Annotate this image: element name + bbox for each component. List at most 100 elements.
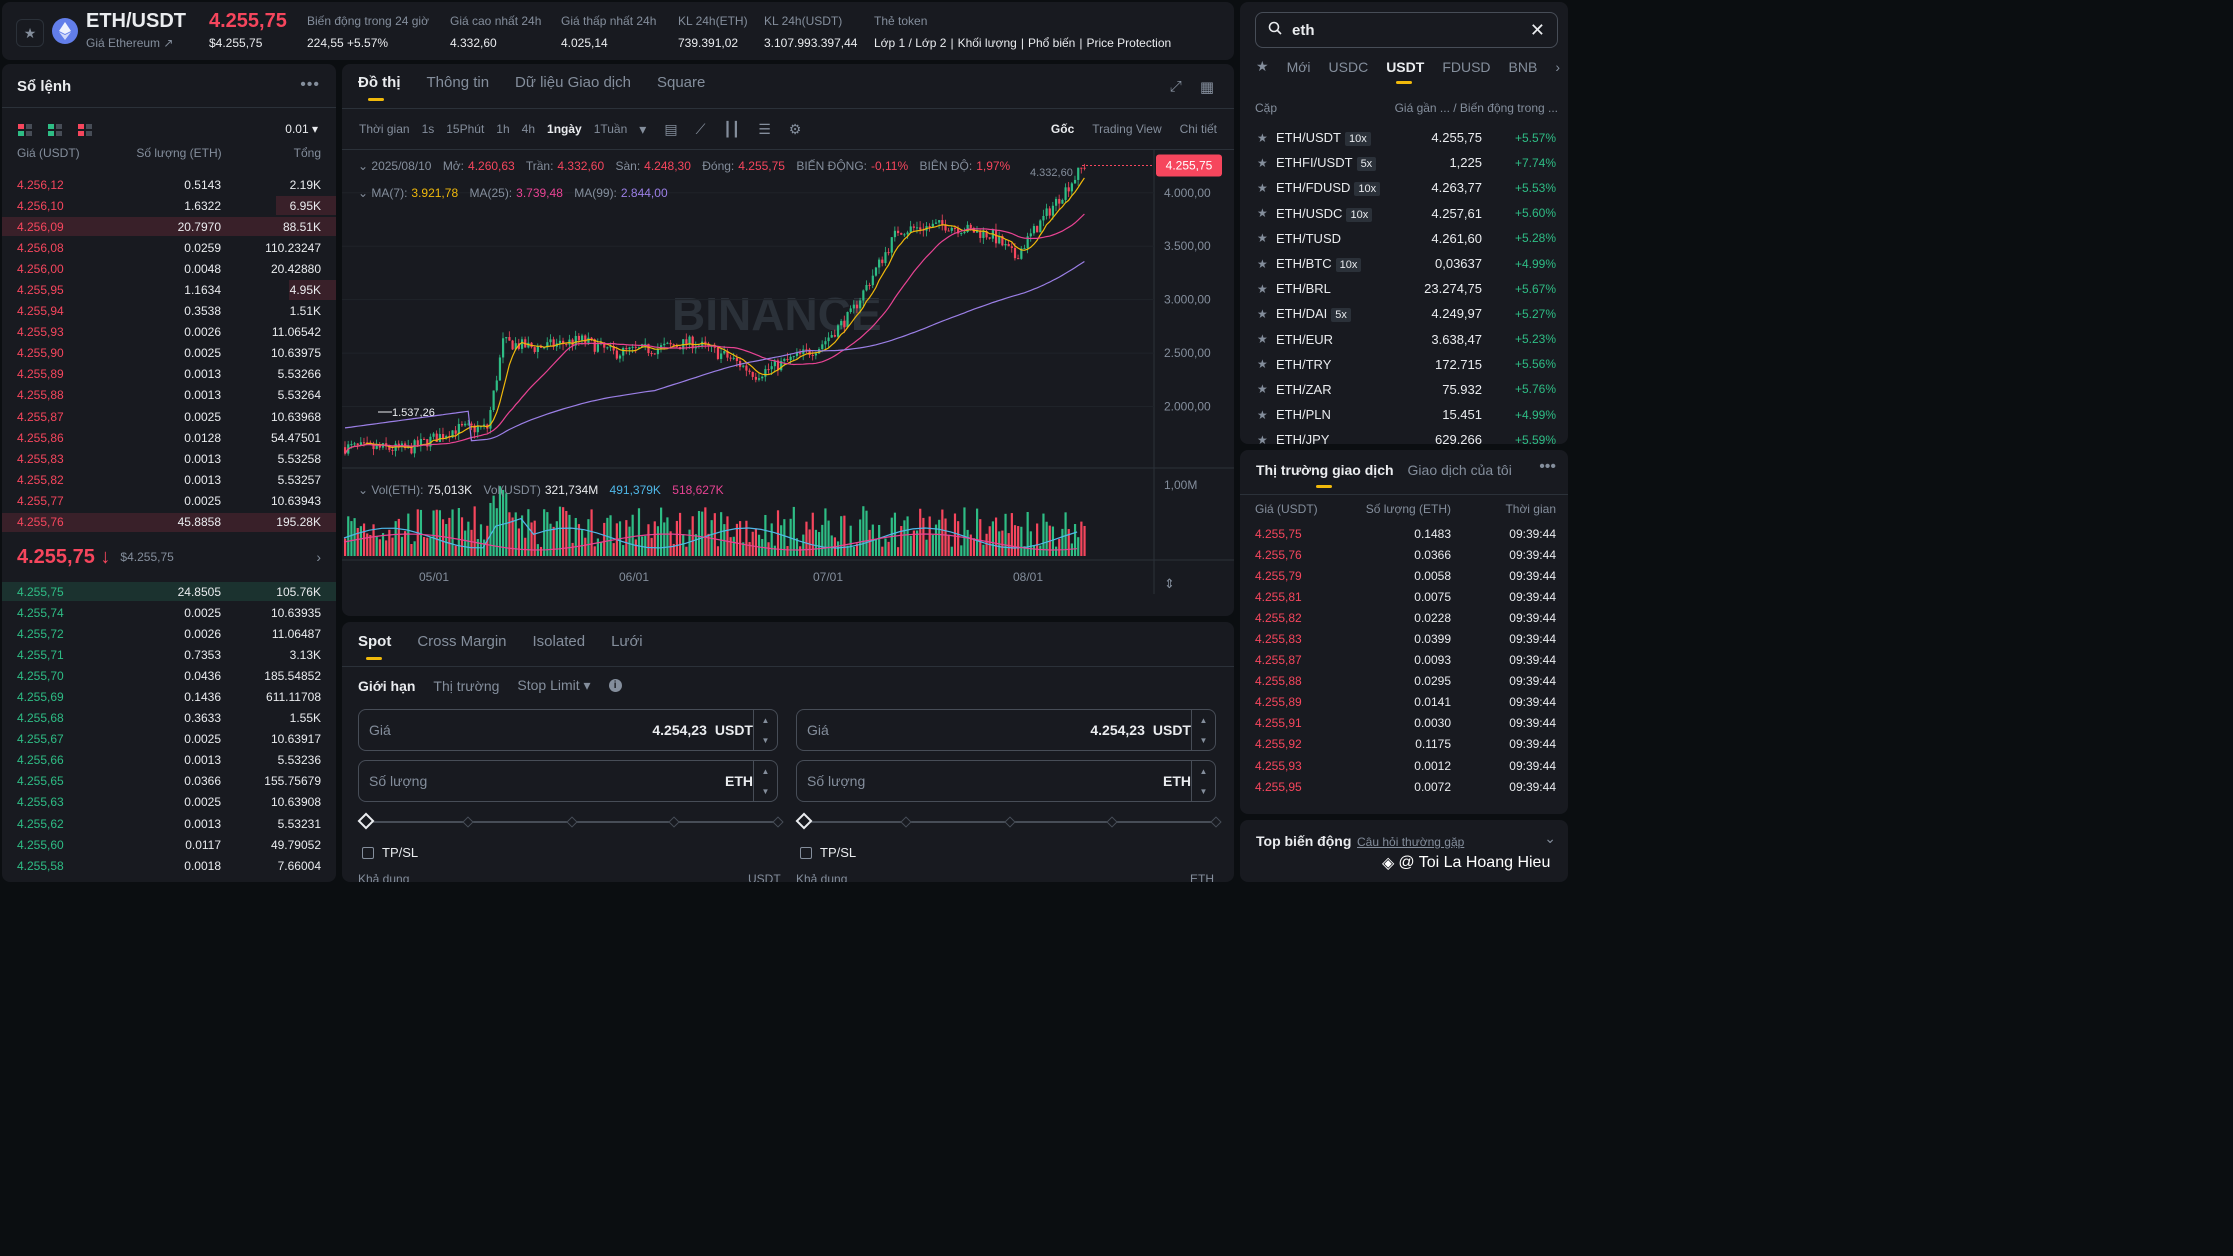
view-asks-icon[interactable] [78,124,92,136]
trades-tab-1[interactable]: Giao dịch của tôi [1407,462,1512,478]
search-input[interactable]: eth ✕ [1255,12,1558,48]
more-options-icon[interactable]: ••• [300,76,320,93]
token-tag-link[interactable]: Lớp 1 / Lớp 2 [874,36,947,50]
ask-row[interactable]: 4.255,88 0.0013 5.53264 [17,388,321,403]
ask-row[interactable]: 4.255,89 0.0013 5.53266 [17,367,321,382]
ask-row[interactable]: 4.255,82 0.0013 5.53257 [17,472,321,487]
tab-3[interactable]: Square [656,74,706,91]
bid-row[interactable]: 4.255,68 0.3633 1.55K [17,711,321,726]
star-icon[interactable]: ★ [1257,306,1268,321]
info-icon[interactable]: i [608,679,622,692]
ask-row[interactable]: 4.255,90 0.0025 10.63975 [17,346,321,361]
view-bids-icon[interactable] [48,124,62,136]
bid-row[interactable]: 4.255,70 0.0436 185.54852 [17,668,321,683]
star-icon[interactable]: ★ [1257,432,1268,444]
ask-row[interactable]: 4.256,00 0.0048 20.42880 [17,261,321,276]
ask-row[interactable]: 4.255,83 0.0013 5.53258 [17,451,321,466]
buy-price-field[interactable]: Giá 4.254,23 USDT ▲ ▼ [358,709,778,751]
chevron-right-icon[interactable]: › [1555,58,1561,75]
star-icon[interactable]: ★ [1257,231,1268,246]
interval-0[interactable]: 1s [421,122,435,136]
fullscreen-icon[interactable]: ⤢ [1169,78,1182,95]
order-type-2[interactable]: Stop Limit ▾ [517,677,591,693]
clear-search-icon[interactable]: ✕ [1529,19,1545,40]
depth-icon[interactable]: ☰ [758,120,771,137]
star-icon[interactable]: ★ [1257,407,1268,422]
interval-2[interactable]: 1h [496,122,510,136]
order-type-0[interactable]: Giới hạn [358,677,416,694]
market-tab-0[interactable]: Mới [1286,58,1311,75]
market-row[interactable]: ★ ETH/USDC 10x 4.257,61 +5.60% [1240,201,1568,226]
interval-1[interactable]: 15Phút [446,122,485,136]
market-row[interactable]: ★ ETH/ZAR 75.932 +5.76% [1240,377,1568,402]
market-row[interactable]: ★ ETH/JPY 629.266 +5.59% [1240,427,1568,444]
tick-size-select[interactable]: 0.01 ▾ [285,122,318,136]
collapse-chevron-icon[interactable]: ⌄ [358,186,369,200]
price-stepper[interactable]: ▲ ▼ [1191,710,1215,750]
coin-info-link[interactable]: Giá Ethereum ↗ [86,36,174,50]
more-options-icon[interactable]: ••• [1539,458,1556,475]
sell-tpsl-checkbox[interactable]: TP/SL [800,845,856,860]
market-tab-3[interactable]: FDUSD [1442,58,1491,75]
star-icon[interactable]: ★ [1257,130,1268,145]
dropdown-chevron-icon[interactable]: ▾ [639,120,647,137]
quantity-stepper[interactable]: ▲ ▼ [753,761,777,801]
slider-handle[interactable] [795,812,813,830]
sell-quantity-field[interactable]: Số lượng ETH ▲ ▼ [796,760,1216,802]
market-row[interactable]: ★ ETH/PLN 15.451 +4.99% [1240,402,1568,427]
tab-0[interactable]: Đồ thị [358,74,401,101]
chart-view-0[interactable]: Gốc [1050,122,1075,136]
ask-row[interactable]: 4.255,95 1.1634 4.95K [2,279,336,300]
star-icon[interactable]: ★ [1257,281,1268,296]
ask-row[interactable]: 4.255,86 0.0128 54.47501 [17,430,321,445]
star-icon[interactable]: ★ [1257,180,1268,195]
bid-row[interactable]: 4.255,63 0.0025 10.63908 [17,795,321,810]
buy-amount-slider[interactable] [357,812,784,830]
bid-row[interactable]: 4.255,69 0.1436 611.11708 [17,690,321,705]
mid-price[interactable]: 4.255,75 ↓ $4.255,75 › [17,545,321,568]
market-row[interactable]: ★ ETH/TRY 172.715 +5.56% [1240,352,1568,377]
token-tag-link[interactable]: Price Protection [1086,36,1172,50]
bid-row[interactable]: 4.255,66 0.0013 5.53236 [17,753,321,768]
ask-row[interactable]: 4.255,87 0.0025 10.63968 [17,409,321,424]
market-tab-4[interactable]: BNB [1508,58,1538,75]
trade-tab-1[interactable]: Cross Margin [417,633,507,650]
trades-tab-0[interactable]: Thị trường giao dịch [1256,462,1394,488]
sell-amount-slider[interactable] [795,812,1222,830]
calendar-icon[interactable]: ▤ [664,120,678,137]
bid-row[interactable]: 4.255,67 0.0025 10.63917 [17,732,321,747]
faq-link[interactable]: Câu hỏi thường gặp [1357,835,1465,849]
token-tag-link[interactable]: Khối lượng [957,36,1017,50]
sell-price-field[interactable]: Giá 4.254,23 USDT ▲ ▼ [796,709,1216,751]
ask-row[interactable]: 4.255,76 45.8858 195.28K [2,512,336,533]
ask-row[interactable]: 4.256,08 0.0259 110.23247 [17,240,321,255]
interval-5[interactable]: 1Tuần [593,122,628,136]
candlestick-chart[interactable]: BINANCE 4.000,00 3.500,00 3.000,00 2.500,00 2… [342,150,1234,594]
tab-1[interactable]: Thông tin [426,74,490,91]
bid-row[interactable]: 4.255,65 0.0366 155.75679 [17,774,321,789]
buy-quantity-field[interactable]: Số lượng ETH ▲ ▼ [358,760,778,802]
trade-tab-0[interactable]: Spot [358,633,391,660]
bid-row[interactable]: 4.255,60 0.0117 49.79052 [17,837,321,852]
star-icon[interactable]: ★ [1257,357,1268,372]
market-row[interactable]: ★ ETH/USDT 10x 4.255,75 +5.57% [1240,125,1568,150]
tab-2[interactable]: Dữ liệu Giao dịch [515,74,631,91]
trade-tab-3[interactable]: Lưới [611,633,643,650]
bid-row[interactable]: 4.255,62 0.0013 5.53231 [17,816,321,831]
candle-type-icon[interactable]: ┃┃ [723,120,741,137]
collapse-chevron-icon[interactable]: ⌄ [1544,830,1556,846]
token-tag-link[interactable]: Phổ biến [1027,36,1076,50]
star-icon[interactable]: ★ [1257,256,1268,271]
bid-row[interactable]: 4.255,72 0.0026 11.06487 [17,626,321,641]
bid-row[interactable]: 4.255,58 0.0018 7.66004 [17,858,321,873]
interval-3[interactable]: 4h [521,122,536,136]
trade-tab-2[interactable]: Isolated [532,633,586,650]
interval-4[interactable]: 1ngày [547,122,582,136]
collapse-chevron-icon[interactable]: ⌄ [358,483,369,497]
star-icon[interactable]: ★ [1257,206,1268,221]
star-icon[interactable]: ★ [1257,382,1268,397]
slider-handle[interactable] [357,812,375,830]
market-row[interactable]: ★ ETH/EUR 3.638,47 +5.23% [1240,327,1568,352]
market-tab-1[interactable]: USDC [1328,58,1369,75]
market-row[interactable]: ★ ETH/FDUSD 10x 4.263,77 +5.53% [1240,175,1568,200]
